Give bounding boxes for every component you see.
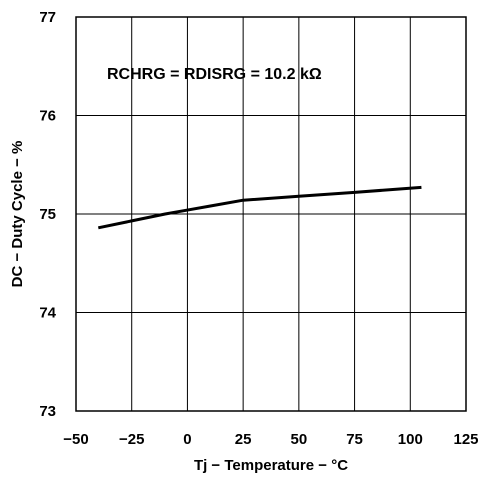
x-tick-label: −50 [63, 431, 88, 448]
x-tick-label: 0 [183, 431, 191, 448]
x-tick-label: 50 [291, 431, 308, 448]
y-axis-title: DC − Duty Cycle − % [9, 141, 26, 288]
x-axis-title: Tj − Temperature − °C [194, 457, 348, 474]
plot-frame [75, 16, 467, 412]
x-tick-label: 125 [453, 431, 478, 448]
x-tick-label: 100 [398, 431, 423, 448]
y-tick-label: 77 [39, 9, 56, 26]
y-tick-label: 76 [39, 108, 56, 125]
series-line [97, 185, 422, 230]
y-tick-label: 74 [39, 305, 56, 322]
x-tick-label: 75 [346, 431, 363, 448]
y-tick-label: 75 [39, 206, 56, 223]
x-tick-labels: −50 −25 0 25 50 75 100 125 [63, 431, 478, 448]
series-group [97, 185, 422, 230]
x-tick-label: 25 [235, 431, 252, 448]
y-tick-label: 73 [39, 403, 56, 420]
y-tick-labels: 73 74 75 76 77 [39, 9, 56, 420]
chart-annotation: RCHRG = RDISRG = 10.2 kΩ [107, 66, 322, 83]
x-tick-label: −25 [119, 431, 144, 448]
